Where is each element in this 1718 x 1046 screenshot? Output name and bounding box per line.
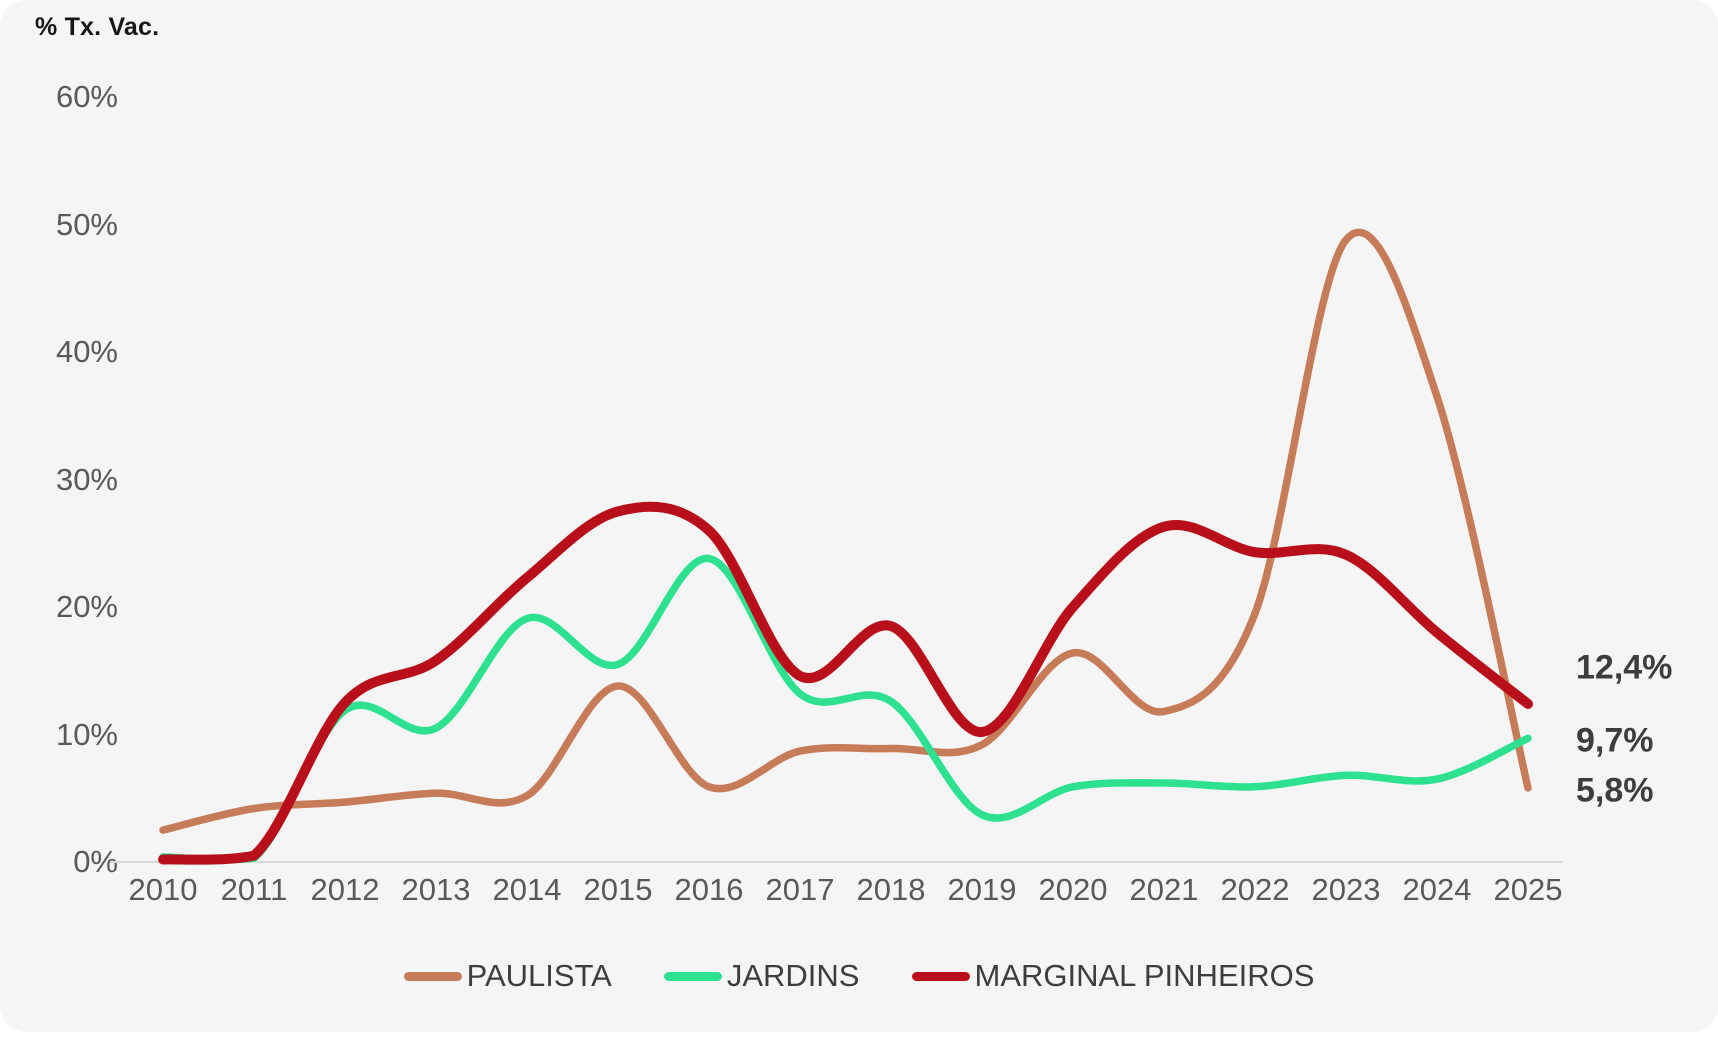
jardins-line-swatch-icon xyxy=(663,971,722,981)
y-tick-label: 60% xyxy=(55,79,118,114)
series-line-marginal-pinheiros xyxy=(158,501,1533,865)
marginal-pinheiros-line-swatch-icon xyxy=(911,971,970,981)
paulista-line-swatch-icon xyxy=(403,971,462,981)
x-tick-label: 2018 xyxy=(856,872,926,907)
x-tick-label: 2019 xyxy=(947,872,1017,907)
y-tick-label: 40% xyxy=(55,334,118,369)
legend-label-marginal-pinheiros: MARGINAL PINHEIROS xyxy=(974,958,1315,993)
y-axis-title: % Tx. Vac. xyxy=(35,13,160,41)
series-line-jardins xyxy=(159,554,1532,864)
x-tick-label: 2011 xyxy=(220,872,288,907)
end-label-jardins: 9,7% xyxy=(1576,721,1654,760)
x-tick-label: 2025 xyxy=(1493,872,1563,907)
legend-item-paulista: PAULISTA xyxy=(403,958,612,994)
end-label-marginal-pinheiros: 12,4% xyxy=(1576,648,1673,687)
x-tick-label: 2021 xyxy=(1129,872,1199,907)
x-tick-label: 2024 xyxy=(1402,872,1472,907)
legend-label-paulista: PAULISTA xyxy=(466,958,612,993)
x-tick-label: 2010 xyxy=(128,872,198,907)
y-tick-label: 30% xyxy=(55,461,118,497)
x-tick-label: 2012 xyxy=(310,872,380,907)
x-tick-label: 2020 xyxy=(1038,872,1108,907)
x-tick-label: 2022 xyxy=(1220,872,1290,907)
series-line-paulista xyxy=(159,228,1532,834)
y-tick-label: 10% xyxy=(55,716,118,752)
y-tick-label: 50% xyxy=(55,206,118,242)
legend: PAULISTA JARDINS MARGINAL PINHEIROS xyxy=(0,958,1718,994)
x-tick-label: 2014 xyxy=(492,872,562,907)
x-tick-label: 2013 xyxy=(401,872,471,907)
x-tick-label: 2017 xyxy=(765,872,835,907)
legend-item-marginal-pinheiros: MARGINAL PINHEIROS xyxy=(911,958,1315,994)
end-label-paulista: 5,8% xyxy=(1576,771,1654,810)
x-tick-label: 2016 xyxy=(674,872,744,907)
x-tick-label: 2015 xyxy=(583,872,653,907)
legend-item-jardins: JARDINS xyxy=(663,958,860,994)
x-tick-label: 2023 xyxy=(1311,872,1381,907)
legend-label-jardins: JARDINS xyxy=(726,958,860,993)
y-tick-label: 20% xyxy=(55,589,118,624)
